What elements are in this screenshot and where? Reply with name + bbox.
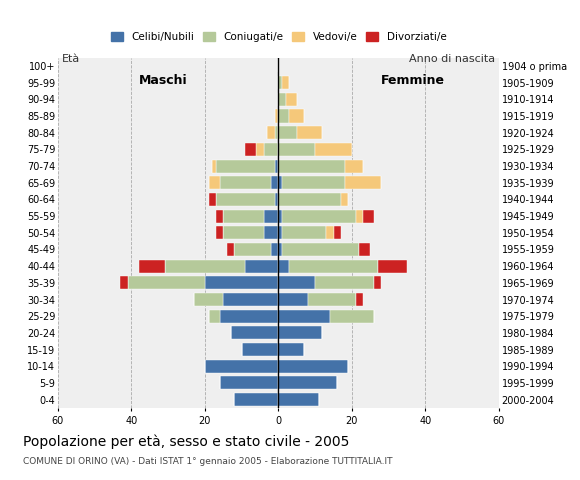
Bar <box>275 193 278 206</box>
Bar <box>227 243 234 256</box>
Bar <box>278 326 322 339</box>
Bar <box>264 143 278 156</box>
Bar <box>212 159 216 173</box>
Bar <box>282 243 359 256</box>
Text: COMUNE DI ORINO (VA) - Dati ISTAT 1° gennaio 2005 - Elaborazione TUTTITALIA.IT: COMUNE DI ORINO (VA) - Dati ISTAT 1° gen… <box>23 457 393 466</box>
Bar <box>278 76 282 89</box>
Text: Popolazione per età, sesso e stato civile - 2005: Popolazione per età, sesso e stato civil… <box>23 434 350 449</box>
Bar <box>220 310 278 323</box>
Bar <box>330 310 374 323</box>
Bar <box>359 243 370 256</box>
Text: Età: Età <box>61 54 80 64</box>
Bar <box>308 293 356 306</box>
Bar <box>282 226 326 240</box>
Bar <box>216 226 223 240</box>
Bar <box>278 310 330 323</box>
Bar <box>374 276 381 289</box>
Bar <box>275 159 278 173</box>
Bar <box>209 176 220 189</box>
Bar <box>245 260 278 273</box>
Bar <box>275 126 278 139</box>
Bar <box>220 176 271 189</box>
Bar <box>326 226 334 240</box>
Bar <box>139 260 165 273</box>
Bar <box>220 376 278 389</box>
Text: Maschi: Maschi <box>139 74 187 87</box>
Bar <box>271 243 278 256</box>
Bar <box>345 159 363 173</box>
Bar <box>234 393 278 406</box>
Bar <box>278 260 289 273</box>
Bar <box>271 176 278 189</box>
Bar <box>245 143 256 156</box>
Bar <box>231 326 278 339</box>
Bar <box>363 210 374 223</box>
Bar <box>341 193 348 206</box>
Bar <box>282 176 345 189</box>
Bar <box>278 243 282 256</box>
Bar <box>264 210 278 223</box>
Bar <box>264 226 278 240</box>
Bar <box>278 126 297 139</box>
Bar <box>223 226 264 240</box>
Bar <box>256 143 264 156</box>
Bar <box>223 210 264 223</box>
Bar <box>278 143 315 156</box>
Bar <box>278 226 282 240</box>
Bar <box>378 260 407 273</box>
Bar <box>216 193 275 206</box>
Text: Anno di nascita: Anno di nascita <box>409 54 495 64</box>
Bar <box>209 310 220 323</box>
Bar <box>242 343 278 356</box>
Bar <box>216 210 223 223</box>
Bar <box>278 109 289 122</box>
Bar <box>297 126 322 139</box>
Bar <box>282 210 356 223</box>
Bar <box>278 343 304 356</box>
Bar <box>289 109 304 122</box>
Bar <box>205 276 278 289</box>
Bar <box>216 159 275 173</box>
Bar <box>278 360 348 373</box>
Bar <box>286 93 297 106</box>
Bar <box>278 376 337 389</box>
Bar <box>209 193 216 206</box>
Legend: Celibi/Nubili, Coniugati/e, Vedovi/e, Divorziati/e: Celibi/Nubili, Coniugati/e, Vedovi/e, Di… <box>106 28 451 46</box>
Bar <box>267 126 275 139</box>
Bar <box>194 293 223 306</box>
Bar <box>278 93 286 106</box>
Bar <box>278 193 341 206</box>
Bar <box>165 260 245 273</box>
Bar <box>223 293 278 306</box>
Bar <box>128 276 205 289</box>
Bar <box>205 360 278 373</box>
Bar <box>289 260 378 273</box>
Bar <box>278 393 319 406</box>
Bar <box>334 226 341 240</box>
Bar <box>121 276 128 289</box>
Bar <box>345 176 381 189</box>
Bar <box>234 243 271 256</box>
Text: Femmine: Femmine <box>381 74 445 87</box>
Bar <box>315 276 374 289</box>
Bar <box>315 143 352 156</box>
Bar <box>278 159 345 173</box>
Bar <box>278 293 308 306</box>
Bar <box>282 76 289 89</box>
Bar <box>278 176 282 189</box>
Bar <box>275 109 278 122</box>
Bar <box>278 210 282 223</box>
Bar <box>356 210 363 223</box>
Bar <box>356 293 363 306</box>
Bar <box>278 276 315 289</box>
